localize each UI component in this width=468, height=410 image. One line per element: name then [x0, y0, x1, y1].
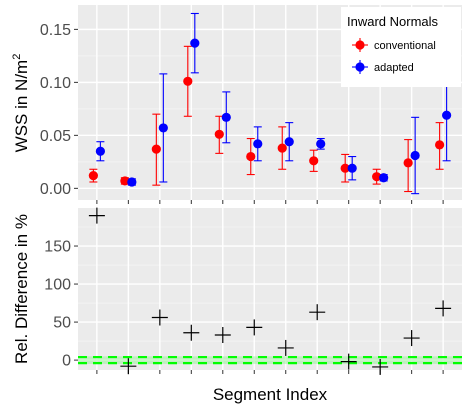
- conventional-point: [214, 129, 224, 139]
- conventional-point: [435, 140, 445, 150]
- legend: Inward Normals conventional adapted: [341, 7, 461, 87]
- wss-y-axis-title-text: WSS in N/m: [12, 60, 31, 153]
- conventional-point: [246, 151, 256, 162]
- adapted-point: [221, 112, 231, 122]
- rel-difference-point: [372, 358, 389, 375]
- rel-difference-y-tick-label: 0: [62, 353, 71, 370]
- rel-difference-panel-background: [78, 208, 462, 370]
- adapted-point: [127, 177, 137, 187]
- legend-conventional-label: conventional: [374, 40, 436, 52]
- adapted-point: [410, 150, 420, 161]
- rel-difference-point: [309, 304, 326, 321]
- adapted-point: [442, 110, 452, 120]
- wss-points: [88, 38, 452, 187]
- conventional-point: [403, 158, 413, 168]
- rel-difference-point: [246, 319, 263, 336]
- wss-panel: 0.00 0.05 0.10 0.15 Inward Normals conventi…: [11, 5, 462, 204]
- adapted-point: [347, 163, 357, 173]
- rel-difference-y-tick-label: 50: [53, 315, 71, 332]
- rel-difference-panel: 0 50 100 150 Rel. Difference in % Segment I…: [12, 207, 462, 404]
- rel-difference-panel-grid: [78, 208, 462, 370]
- rel-difference-point: [120, 358, 137, 375]
- wss-y-axis-title-superscript: 2: [11, 54, 23, 60]
- wss-y-tick-label: 0.00: [40, 181, 71, 198]
- conventional-point: [309, 156, 319, 166]
- legend-adapted-marker: [355, 62, 365, 72]
- rel-difference-y-tick-label: 100: [44, 277, 71, 294]
- adapted-point: [95, 146, 105, 156]
- legend-title: Inward Normals: [347, 14, 439, 29]
- adapted-point: [190, 38, 200, 48]
- wss-y-tick-label: 0.10: [40, 75, 71, 92]
- conventional-point: [151, 144, 161, 154]
- rel-difference-point: [340, 353, 357, 370]
- rel-difference-points: [88, 207, 452, 375]
- rel-difference-point: [151, 309, 168, 326]
- reference-band-fill: [78, 356, 462, 364]
- rel-difference-point: [214, 327, 231, 344]
- conventional-point: [340, 163, 350, 173]
- wss-y-axis: 0.00 0.05 0.10 0.15: [40, 22, 78, 198]
- legend-adapted-label: adapted: [374, 62, 414, 74]
- conventional-point: [277, 143, 287, 153]
- adapted-point: [253, 139, 263, 149]
- x-axis-title: Segment Index: [213, 385, 328, 404]
- wss-y-axis-title: WSS in N/m2: [11, 54, 31, 153]
- conventional-point: [372, 172, 382, 182]
- adapted-point: [379, 173, 389, 183]
- adapted-point: [284, 137, 294, 147]
- wss-y-tick-label: 0.05: [40, 128, 71, 145]
- legend-conventional-marker: [355, 40, 365, 50]
- wss-x-axis-ticks: [96, 200, 444, 204]
- rel-difference-point: [277, 339, 294, 356]
- rel-difference-point: [435, 300, 452, 317]
- reference-band: [78, 355, 462, 365]
- conventional-point: [183, 76, 193, 86]
- rel-difference-y-axis: 0 50 100 150: [44, 239, 78, 370]
- adapted-point: [158, 123, 168, 133]
- rel-difference-y-axis-title: Rel. Difference in %: [12, 214, 31, 364]
- conventional-point: [120, 176, 130, 186]
- legend-items: conventional adapted: [352, 38, 436, 74]
- rel-difference-point: [88, 207, 105, 224]
- wss-y-tick-label: 0.15: [40, 22, 71, 39]
- conventional-point: [88, 171, 98, 181]
- adapted-point: [316, 139, 326, 149]
- rel-difference-y-tick-label: 150: [44, 239, 71, 256]
- rel-difference-point: [183, 324, 200, 341]
- rel-difference-point: [403, 330, 420, 347]
